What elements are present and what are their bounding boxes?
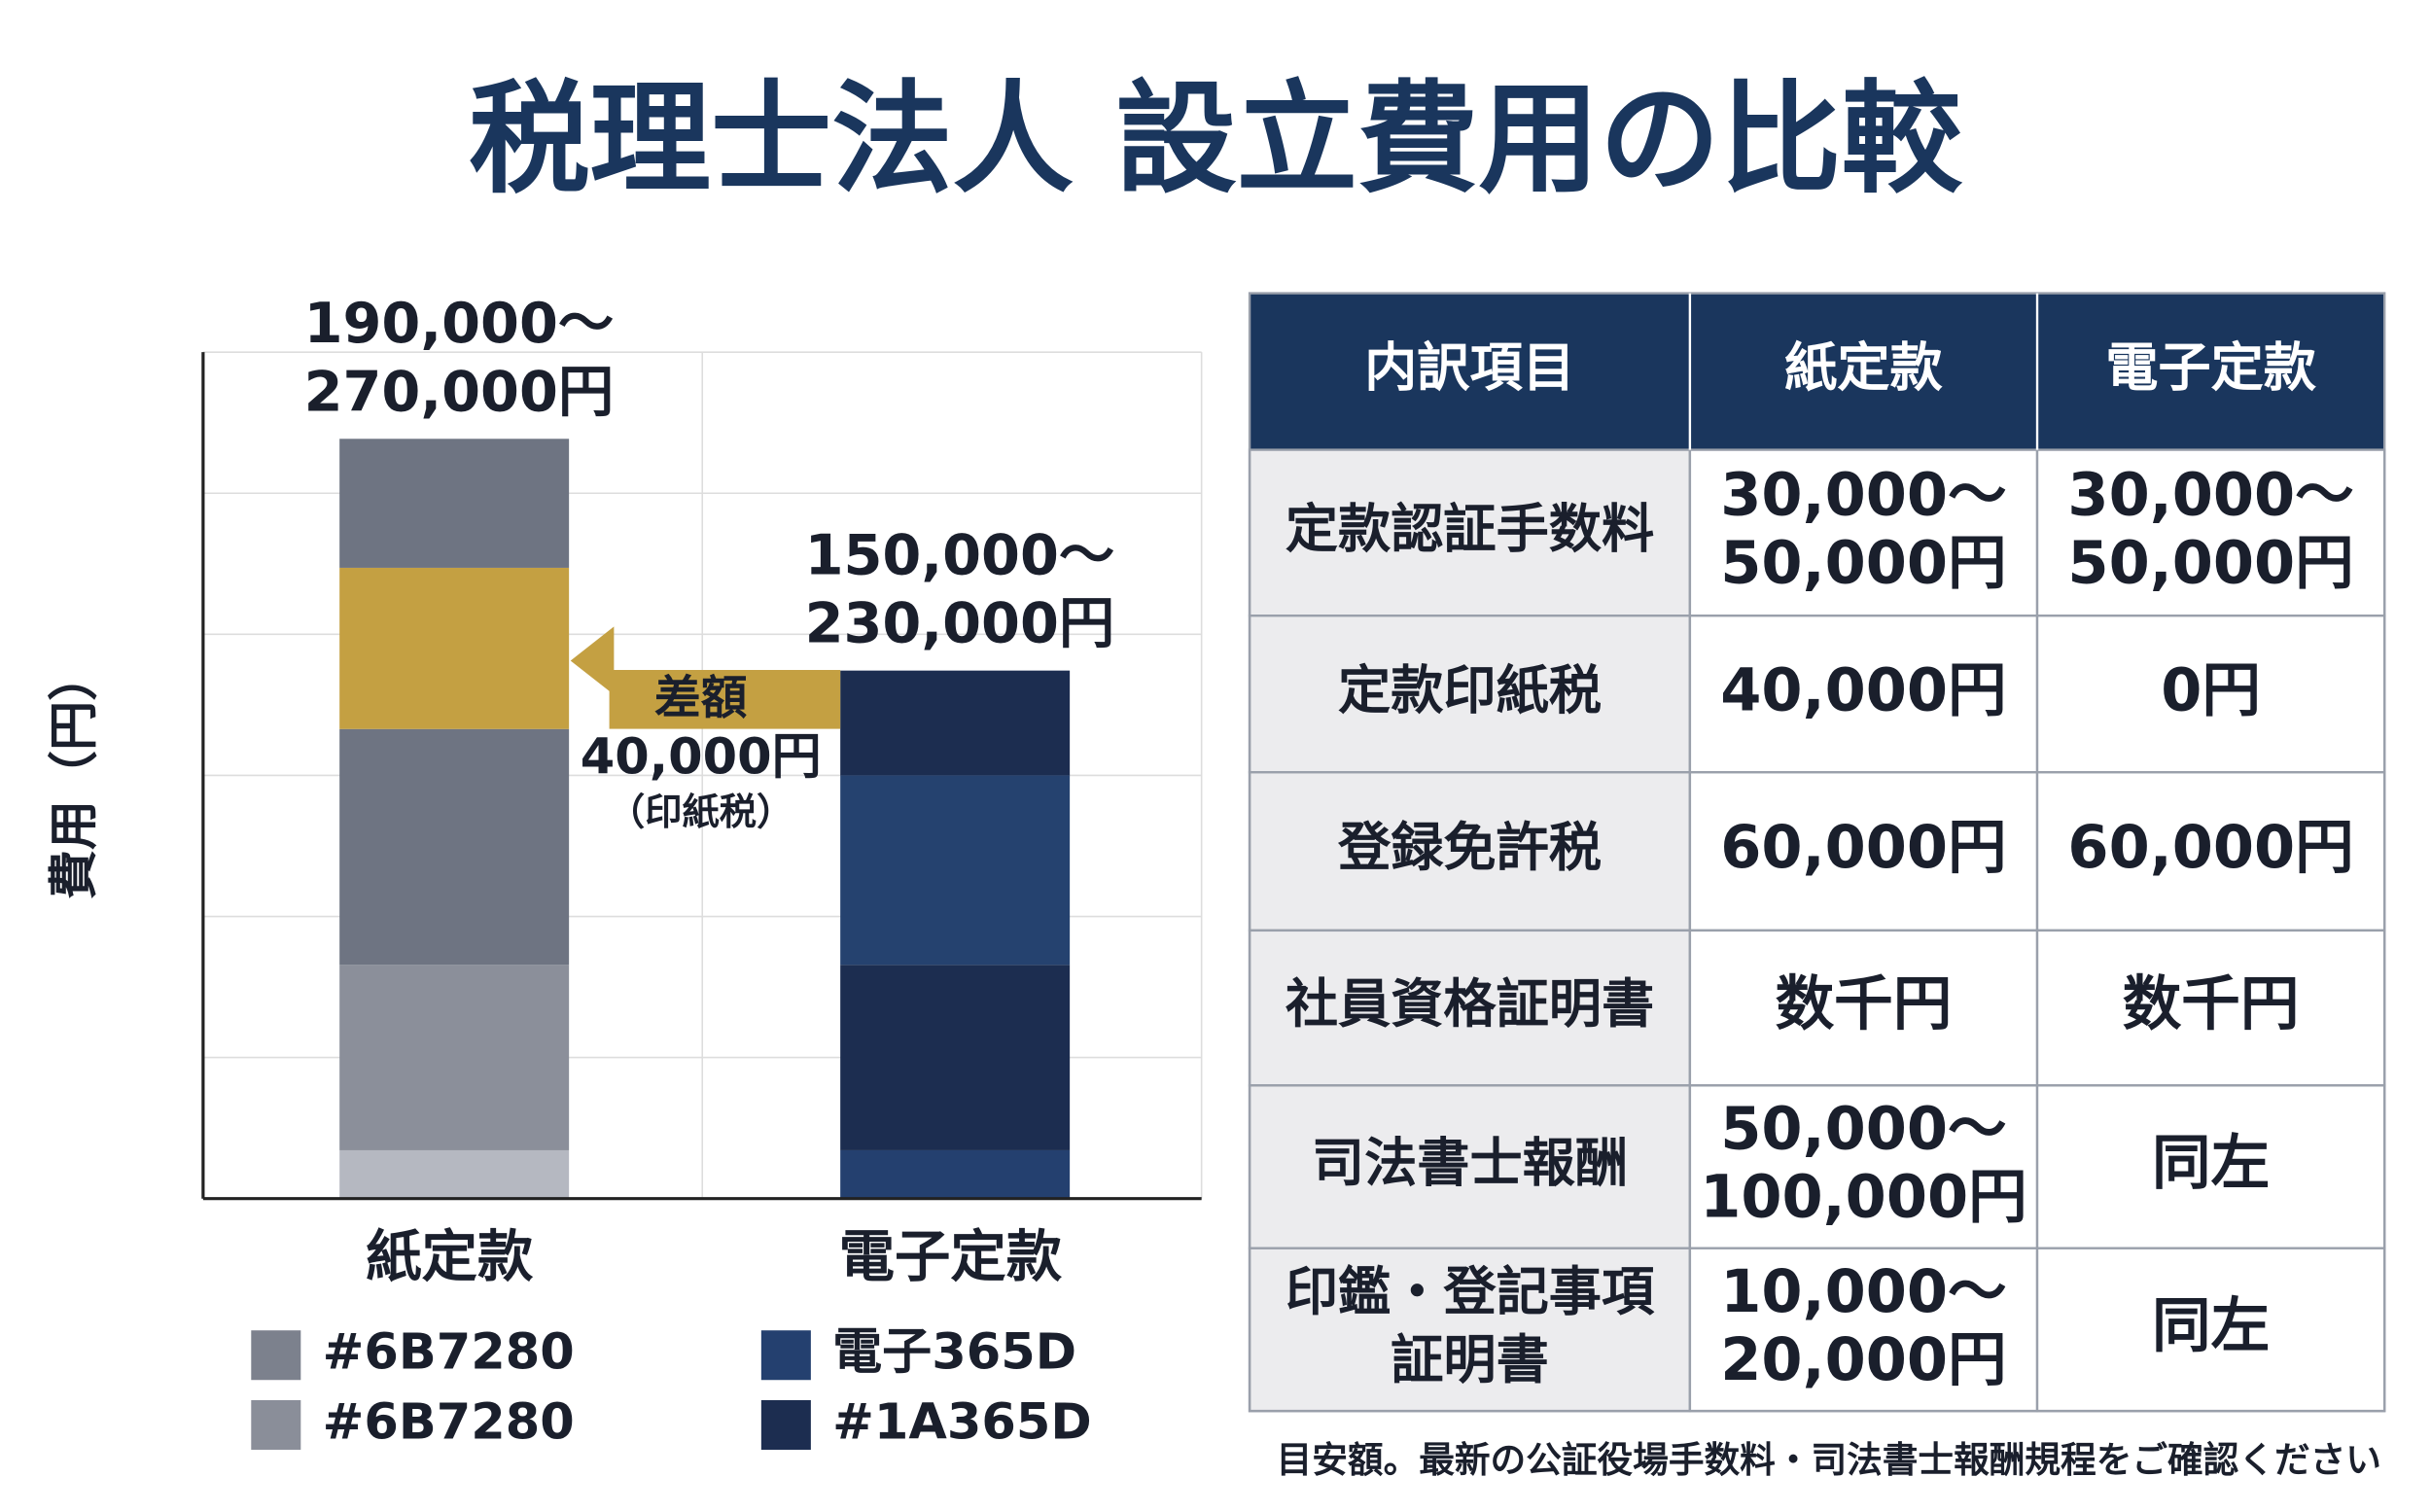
title: 税理士法人 設立費用の比較 [469, 70, 1962, 210]
total-label: 190,000〜 [304, 291, 615, 356]
bar-segment [840, 965, 1071, 1150]
total-label: 150,000〜 [805, 522, 1115, 587]
table-cell [2035, 771, 2386, 932]
row-label: 定款印紙税 [1338, 659, 1602, 721]
x-tick-label: 紙定款 [366, 1224, 534, 1289]
legend-label: #6B7280 [323, 1393, 575, 1451]
table-cell [1248, 1084, 1692, 1249]
table-header: 紙定款 [1784, 337, 1943, 399]
row-label: 登録免許税 [1337, 817, 1602, 878]
table-cell [1248, 448, 1692, 617]
table-value: 同左 [2152, 1292, 2270, 1360]
table-cell [2035, 448, 2386, 617]
table-value: 50,000〜 [1720, 1096, 2006, 1164]
legend-swatch [251, 1399, 301, 1450]
annotation-value: 40,000円 [581, 728, 822, 786]
row-label: 印鑑・登記事項 [1286, 1261, 1655, 1322]
total-label: 270,000円 [304, 359, 615, 424]
table-cell [2035, 615, 2386, 774]
table-value: 50,000円 [1720, 530, 2006, 598]
table-header: 内訳項目 [1364, 337, 1575, 399]
table-cell [1688, 929, 2039, 1087]
row-label: 司法書士報酬 [1312, 1133, 1628, 1194]
table-header: 電子定款 [2105, 337, 2317, 399]
table-value: 10,000〜 [1720, 1258, 2006, 1326]
table-value: 30,000〜 [2067, 461, 2353, 529]
legend-label: #1A365D [832, 1393, 1092, 1451]
table-header-bg [1250, 293, 2385, 450]
legend-label: 電子365D [832, 1324, 1076, 1382]
table-value: 60,000円 [1720, 814, 2006, 882]
table-value: 20,000円 [1720, 1326, 2006, 1394]
table-value: 0円 [2161, 656, 2261, 724]
arrow-body [609, 670, 841, 729]
table-value: 数千円 [2123, 970, 2300, 1038]
row-label: 社員資格証明書 [1286, 973, 1654, 1035]
table-cell [1688, 448, 2039, 617]
bar-segment [840, 670, 1071, 776]
arrow-head [570, 626, 615, 695]
bar-segment [339, 728, 570, 966]
bar-segment [840, 1149, 1071, 1199]
table-value: 30,000〜 [1720, 461, 2006, 529]
table-cell [1688, 1247, 2039, 1413]
table-cell [2035, 1084, 2386, 1249]
table-value: 100,000円 [1700, 1164, 2027, 1232]
bar-segment [840, 775, 1071, 966]
legend-swatch [760, 1330, 811, 1381]
table-value: 60,000円 [2067, 814, 2353, 882]
table-cell [1248, 771, 1692, 932]
table-value: 同左 [2152, 1130, 2270, 1198]
total-label: 230,000円 [805, 591, 1115, 656]
table-cell [1688, 771, 2039, 932]
table-value: 数千円 [1776, 970, 1953, 1038]
bar-segment [339, 965, 570, 1150]
table-value: 40,000円 [1720, 656, 2006, 724]
legend-label: #6B7280 [323, 1324, 575, 1382]
table-border [1248, 292, 2386, 1413]
row-label: 証明書 [1391, 1329, 1549, 1390]
footnote: 目安額。最新の公証役場手数料・司法書士報酬規程をご確認ください [1277, 1439, 2381, 1481]
y-axis-label: 費用（円） [47, 651, 104, 899]
table-value: 50,000円 [2067, 530, 2353, 598]
bar-segment [339, 439, 570, 568]
row-label: 定款認証手数料 [1286, 499, 1654, 560]
legend-swatch [251, 1330, 301, 1381]
x-tick-label: 電子定款 [839, 1224, 1063, 1289]
bar-segment [339, 1149, 570, 1199]
annotation-title: 差額 [654, 672, 748, 725]
bar-segment [339, 567, 570, 729]
annotation-note: （印紙税） [608, 791, 793, 834]
table-cell [1248, 1247, 1692, 1413]
legend-swatch [760, 1399, 811, 1450]
